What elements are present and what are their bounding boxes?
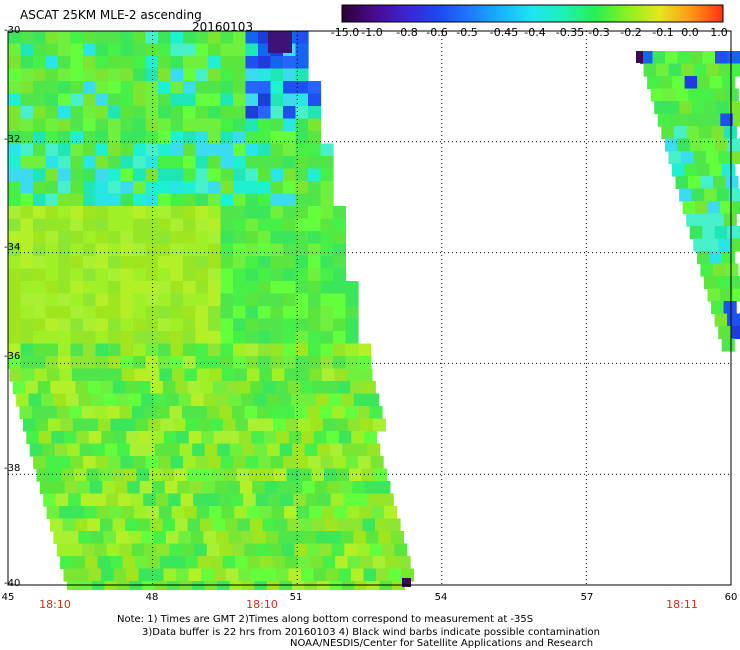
colorbar-label: -1.0 (361, 26, 383, 39)
lat-label: -38 (4, 463, 21, 474)
right-swath (636, 51, 740, 352)
lat-label: -34 (4, 242, 21, 253)
colorbar (341, 4, 724, 23)
colorbar-label: -0.1 (652, 26, 674, 39)
lon-label: 60 (724, 592, 738, 603)
colorbar-label: -0.4 (524, 26, 546, 39)
note-line-3: NOAA/NESDIS/Center for Satellite Applica… (290, 638, 594, 649)
lon-label: 45 (1, 592, 15, 603)
map-frame (7, 30, 732, 586)
lon-label: 48 (145, 592, 159, 603)
lon-label: 54 (434, 592, 448, 603)
colorbar-label: -0.8 (396, 26, 418, 39)
note-line-1: Note: 1) Times are GMT 2)Times along bot… (117, 614, 534, 625)
wind-map (7, 30, 740, 590)
lat-label: -32 (4, 134, 21, 145)
colorbar-label: -15.0 (330, 26, 360, 39)
lon-label: 51 (289, 592, 303, 603)
colorbar-label: -0.3 (588, 26, 610, 39)
lat-label: -40 (4, 578, 21, 589)
colorbar-label: -0.2 (620, 26, 642, 39)
time-label: 18:10 (246, 598, 278, 611)
colorbar-label: -0.6 (426, 26, 448, 39)
colorbar-label: -0.45 (489, 26, 519, 39)
colorbar-gradient (341, 4, 724, 23)
time-label: 18:11 (666, 598, 698, 611)
lon-label: 57 (580, 592, 594, 603)
left-swath (8, 31, 415, 590)
map-title: ASCAT 25KM MLE-2 ascending (20, 8, 202, 22)
time-label: 18:10 (39, 598, 71, 611)
lat-label: -30 (4, 25, 21, 36)
colorbar-label: -0.35 (555, 26, 585, 39)
colorbar-label: -0.5 (456, 26, 478, 39)
note-line-2: 3)Data buffer is 22 hrs from 20160103 4)… (142, 627, 600, 638)
map-grid (8, 31, 731, 585)
colorbar-label: 1.0 (710, 26, 728, 39)
lat-label: -36 (4, 351, 21, 362)
colorbar-label: 0.0 (681, 26, 699, 39)
